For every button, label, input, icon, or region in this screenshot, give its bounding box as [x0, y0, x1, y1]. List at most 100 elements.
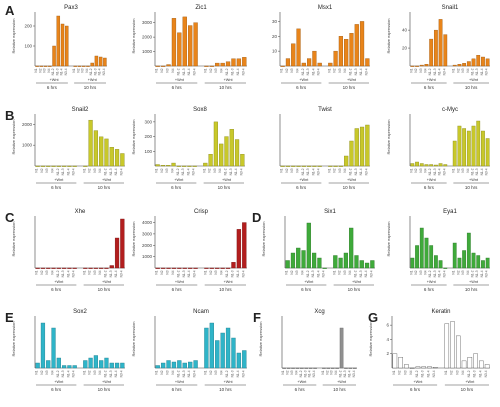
- bar: [348, 367, 353, 369]
- bar: [104, 357, 109, 369]
- bar: [457, 64, 462, 67]
- x-tick-label: N2: [208, 168, 212, 172]
- x-tick-label: N1-3: [354, 68, 358, 75]
- x-tick-label: N1-2: [225, 68, 229, 75]
- bar: [83, 267, 88, 269]
- bar: [322, 367, 326, 369]
- group-label: 6 hrs: [424, 185, 435, 190]
- bar: [282, 367, 286, 369]
- x-tick-label: N3: [419, 68, 423, 72]
- x-tick-label: N1-2: [428, 68, 432, 75]
- y-tick-label: 100: [144, 149, 152, 154]
- x-tick-label: N1-2: [176, 270, 180, 277]
- treatment-label: +Wnt: [465, 380, 475, 384]
- bar: [203, 162, 208, 167]
- bar: [177, 267, 182, 269]
- x-tick-label: N1: [409, 168, 413, 172]
- x-tick-label: N1: [35, 370, 39, 374]
- bar: [166, 165, 171, 167]
- x-tick-label: N2: [40, 270, 44, 274]
- x-tick-label: N1-2: [103, 270, 107, 277]
- x-tick-label: N1: [155, 270, 159, 274]
- x-tick-label: N1-4: [66, 270, 70, 277]
- group-label: 10 hrs: [84, 85, 97, 90]
- y-axis-label: Relative expression: [258, 322, 263, 357]
- treatment-label: +Wnt: [299, 78, 309, 82]
- bar: [443, 34, 448, 67]
- bar: [56, 15, 61, 67]
- bar: [452, 242, 457, 269]
- y-axis-label: Relative expression: [11, 19, 16, 54]
- x-tick-label: N1-2: [415, 370, 419, 377]
- bar: [104, 267, 109, 269]
- x-tick-label: N3: [338, 168, 342, 172]
- group-label: 6 hrs: [51, 185, 62, 190]
- bar: [35, 362, 40, 369]
- x-tick-label: N4: [98, 168, 102, 172]
- x-tick-label: N2: [450, 370, 454, 374]
- x-tick-label: N3-4: [192, 168, 196, 175]
- bar: [242, 57, 247, 67]
- bar: [280, 65, 285, 67]
- bar: [220, 62, 225, 67]
- x-tick-label: N4: [423, 270, 427, 274]
- bar: [109, 265, 114, 269]
- bar: [300, 367, 304, 369]
- x-tick-label: N1-3: [230, 68, 234, 75]
- treatment-label: +Wnt: [469, 280, 479, 284]
- y-tick-label: 1000: [22, 143, 33, 148]
- x-tick-label: N1-3: [55, 68, 59, 75]
- y-tick-label: 30: [272, 19, 278, 24]
- chart-title: Xcg: [314, 309, 324, 315]
- treatment-label: +Wnt: [224, 280, 234, 284]
- x-tick-label: N3: [214, 270, 218, 274]
- x-tick-label: N2: [338, 270, 342, 274]
- bar: [317, 257, 322, 269]
- bar: [225, 61, 231, 67]
- treatment-label: +Wnt: [299, 178, 309, 182]
- bar: [77, 65, 82, 67]
- bar: [242, 222, 247, 269]
- bar: [424, 237, 429, 269]
- x-tick-label: N1-4: [316, 270, 320, 277]
- x-tick-label: N4: [51, 270, 55, 274]
- x-tick-label: N4: [220, 270, 224, 274]
- x-tick-label: N3-4: [484, 370, 488, 377]
- bar: [312, 165, 317, 167]
- x-tick-label: N3: [330, 370, 334, 374]
- x-tick-label: N1-2: [471, 168, 475, 175]
- panel-letter-e: E: [5, 310, 14, 325]
- y-tick-label: 6: [386, 323, 389, 328]
- x-tick-label: N1: [203, 370, 207, 374]
- bar: [209, 322, 214, 369]
- bar: [429, 38, 434, 67]
- bar: [485, 257, 490, 269]
- x-tick-label: N3: [461, 68, 465, 72]
- bar: [473, 353, 478, 369]
- bar: [99, 136, 104, 167]
- y-tick-label: 3000: [142, 20, 153, 25]
- group-label: 10 hrs: [333, 387, 346, 392]
- y-tick-label: 4: [386, 337, 389, 342]
- bar: [39, 65, 44, 67]
- x-tick-label: N1-4: [236, 270, 240, 277]
- group-label: 6 hrs: [172, 287, 183, 292]
- x-tick-label: N3-4: [442, 270, 446, 277]
- bar: [171, 267, 177, 269]
- x-tick-label: N3-4: [72, 370, 76, 377]
- x-tick-label: N3: [93, 270, 97, 274]
- group-label: 6 hrs: [47, 85, 58, 90]
- y-axis-label: Relative expression: [386, 120, 391, 155]
- bar: [392, 353, 398, 369]
- x-tick-label: N1-4: [66, 370, 70, 377]
- x-tick-label: N4: [171, 68, 175, 72]
- x-tick-label: N2: [76, 68, 80, 72]
- bar: [344, 367, 348, 369]
- y-tick-label: 2000: [22, 122, 33, 127]
- x-tick-label: N3-4: [485, 270, 489, 277]
- x-tick-label: N4: [343, 168, 347, 172]
- x-tick-label: N1-2: [225, 270, 229, 277]
- x-tick-label: N1: [155, 370, 159, 374]
- bar: [40, 322, 46, 369]
